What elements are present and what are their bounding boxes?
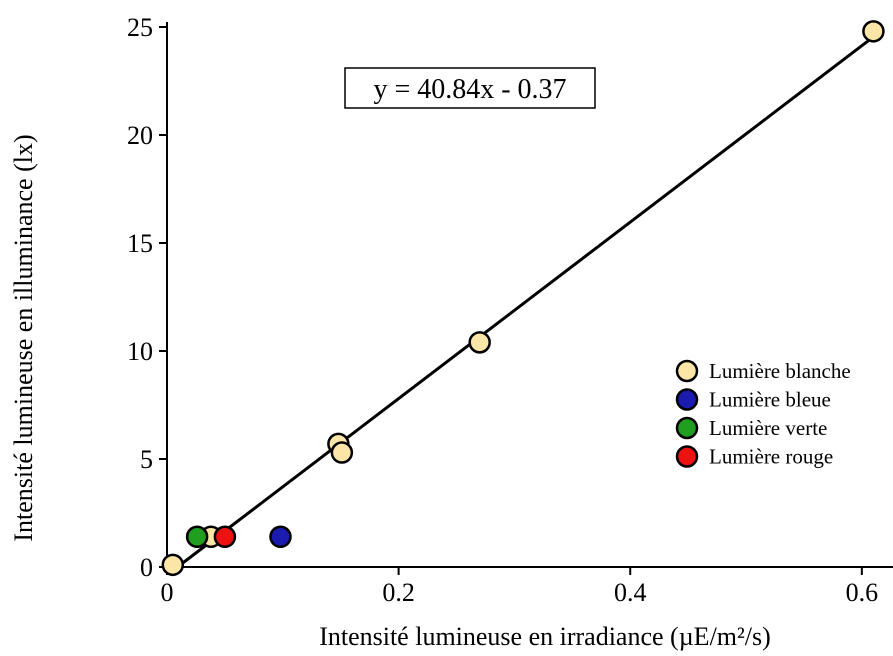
data-point bbox=[862, 20, 885, 43]
legend-label: Lumière rouge bbox=[709, 445, 833, 469]
equation-box: y = 40.84x - 0.37 bbox=[344, 67, 596, 109]
data-point bbox=[161, 553, 185, 577]
y-ticks: 0 5 10 15 20 25 bbox=[127, 13, 167, 582]
legend: Lumière blanche Lumière bleue Lumière vert… bbox=[675, 359, 851, 469]
y-tick-label: 25 bbox=[127, 13, 153, 42]
data-point bbox=[330, 441, 354, 464]
x-tick-label: 0.4 bbox=[614, 578, 647, 607]
legend-marker bbox=[675, 416, 699, 440]
legend-marker bbox=[675, 359, 699, 383]
y-tick-label: 20 bbox=[127, 121, 153, 150]
x-tick-label: 0.6 bbox=[846, 578, 879, 607]
x-axis-label: Intensité lumineuse en irradiance (µE/m²… bbox=[319, 622, 771, 651]
data-point bbox=[185, 525, 209, 549]
legend-marker bbox=[675, 445, 699, 468]
legend-marker bbox=[675, 388, 699, 411]
x-ticks: 0 0.2 0.4 0.6 bbox=[161, 567, 879, 607]
x-tick-label: 0 bbox=[161, 578, 174, 607]
data-point bbox=[269, 525, 292, 549]
y-tick-label: 5 bbox=[140, 445, 153, 474]
y-tick-label: 0 bbox=[140, 553, 153, 582]
y-tick-label: 15 bbox=[127, 229, 153, 258]
equation-text: y = 40.84x - 0.37 bbox=[373, 74, 566, 105]
y-tick-label: 10 bbox=[127, 337, 153, 366]
legend-label: Lumière verte bbox=[709, 416, 827, 440]
data-point bbox=[468, 331, 491, 354]
x-tick-label: 0.2 bbox=[382, 578, 415, 607]
data-points bbox=[161, 20, 885, 577]
data-point bbox=[213, 525, 237, 549]
fit-line bbox=[176, 31, 881, 569]
axes bbox=[166, 22, 893, 568]
legend-label: Lumière bleue bbox=[709, 388, 831, 412]
equation-frame bbox=[344, 67, 596, 109]
y-axis-label: Intensité lumineuse en illuminance (lx) bbox=[9, 134, 38, 541]
legend-label: Lumière blanche bbox=[709, 359, 851, 383]
